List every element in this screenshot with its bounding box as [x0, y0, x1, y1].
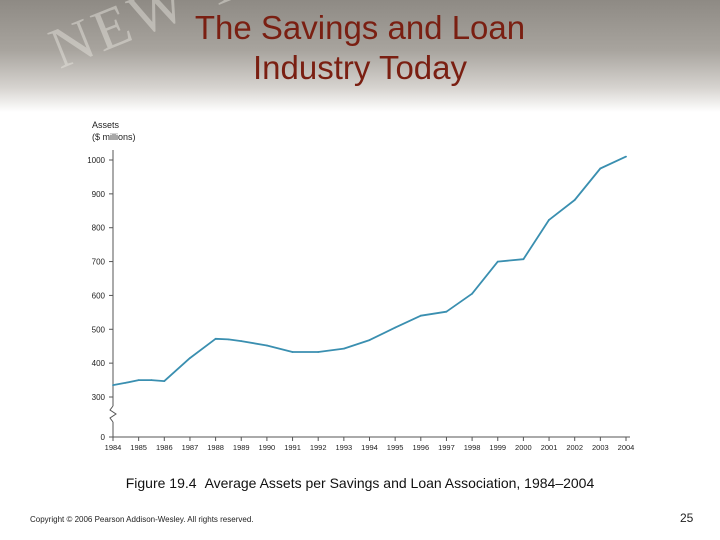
copyright-notice: Copyright © 2006 Pearson Addison-Wesley.…	[30, 515, 254, 524]
data-point-18	[496, 260, 499, 263]
data-point-20	[548, 219, 550, 221]
page-number: 25	[680, 511, 694, 525]
slide-title: The Savings and Loan Industry Today	[0, 8, 720, 88]
data-point-9	[266, 344, 268, 347]
data-point-16	[445, 310, 448, 313]
data-point-5	[189, 357, 191, 359]
data-point-3	[150, 379, 153, 381]
data-point-10	[291, 351, 294, 353]
figure-label: Figure 19.4	[125, 475, 197, 491]
y-tick-label-800: 800	[92, 224, 106, 233]
data-point-12	[343, 347, 345, 350]
y-tick-label-1000: 1000	[87, 156, 105, 165]
data-point-2	[137, 379, 140, 381]
x-tick-label-2001: 2001	[541, 443, 558, 452]
x-tick-label-1986: 1986	[156, 443, 173, 452]
data-point-23	[625, 155, 627, 158]
x-tick-label-1990: 1990	[259, 443, 276, 452]
chart-plot-area	[112, 155, 627, 386]
data-point-6	[214, 337, 217, 340]
data-point-19	[522, 258, 525, 261]
y-axis-label-line1: Assets	[92, 120, 120, 130]
figure-description: Average Assets per Savings and Loan Asso…	[204, 475, 595, 491]
data-point-13	[368, 339, 371, 341]
x-tick-label-1998: 1998	[464, 443, 481, 452]
data-point-11	[317, 351, 320, 353]
data-point-1	[124, 381, 127, 384]
data-point-0	[112, 384, 114, 386]
assets-line-chart: Assets ($ millions) 0 300 400 500 600 700 800 9…	[87, 120, 634, 452]
data-point-21	[573, 199, 576, 201]
x-tick-label-1993: 1993	[336, 443, 353, 452]
y-tick-label-0: 0	[101, 433, 106, 442]
x-tick-label-1985: 1985	[130, 443, 147, 452]
y-tick-label-600: 600	[92, 291, 106, 300]
y-tick-label-400: 400	[92, 359, 106, 368]
chart-axes	[109, 150, 630, 438]
x-tick-label-1999: 1999	[489, 443, 506, 452]
data-point-15	[419, 314, 422, 317]
series-line-0	[112, 155, 627, 386]
x-tick-label-1987: 1987	[182, 443, 199, 452]
y-tick-label-700: 700	[92, 258, 106, 267]
y-tick-label-500: 500	[92, 325, 106, 334]
x-tick-label-2002: 2002	[566, 443, 583, 452]
data-point-8	[240, 340, 243, 342]
data-point-14	[394, 326, 397, 329]
y-tick-label-900: 900	[92, 190, 106, 199]
x-tick-label-1984: 1984	[105, 443, 122, 452]
x-tick-label-2004: 2004	[618, 443, 635, 452]
x-tick-label-1992: 1992	[310, 443, 327, 452]
x-tick-label-2003: 2003	[592, 443, 609, 452]
chart-ticks: 0 300 400 500 600 700 800 900 1000 1984 1985 1986 19…	[87, 156, 634, 452]
x-tick-label-1989: 1989	[233, 443, 250, 452]
figure-caption: Figure 19.4 Average Assets per Savings an…	[0, 475, 720, 491]
x-tick-label-1997: 1997	[438, 443, 455, 452]
x-tick-label-1994: 1994	[361, 443, 378, 452]
x-tick-label-1988: 1988	[207, 443, 224, 452]
data-point-4	[163, 380, 166, 382]
y-axis-break-mark	[109, 405, 117, 423]
slide-title-line2: Industry Today	[252, 49, 468, 86]
data-point-7	[227, 338, 230, 341]
x-tick-label-2000: 2000	[515, 443, 532, 452]
data-point-22	[599, 167, 602, 170]
y-tick-label-300: 300	[92, 393, 106, 402]
data-point-17	[471, 292, 473, 295]
x-tick-label-1991: 1991	[284, 443, 301, 452]
slide-title-line1: The Savings and Loan	[194, 9, 526, 46]
title-banner: NEW YORK	[0, 0, 720, 112]
x-tick-label-1995: 1995	[387, 443, 404, 452]
y-axis-label-line2: ($ millions)	[92, 132, 136, 142]
x-tick-label-1996: 1996	[412, 443, 429, 452]
